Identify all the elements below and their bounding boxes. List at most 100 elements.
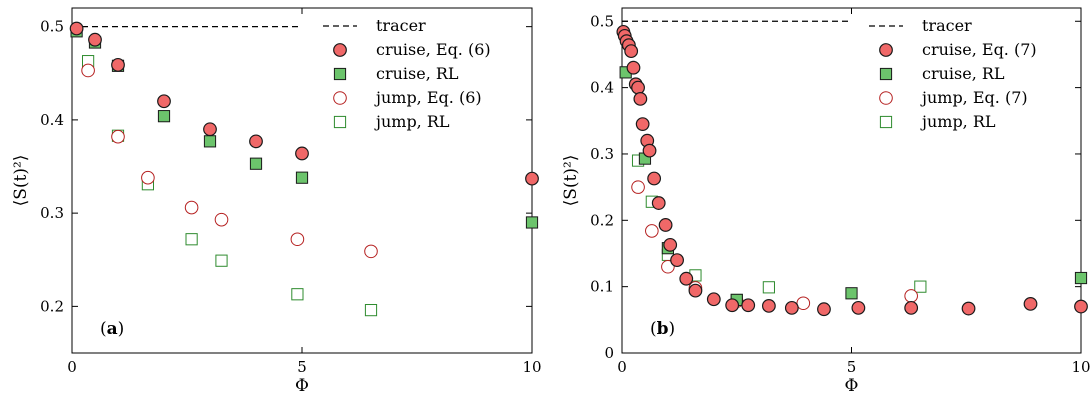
data-point-cruise-rl	[249, 157, 263, 170]
series-jump-rl	[82, 55, 378, 317]
data-point-jump-rl	[215, 254, 228, 267]
legend-swatch-jump-rl	[333, 115, 347, 129]
data-point-jump-eq-7	[631, 180, 645, 194]
data-point-cruise-rl	[525, 216, 539, 229]
y-tick-label: 0.3	[590, 145, 614, 163]
data-point-jump-rl	[185, 233, 198, 246]
x-tick-label: 5	[847, 358, 857, 376]
data-point-jump-eq-7	[645, 224, 659, 238]
series-jump-eq-6	[81, 63, 378, 259]
data-point-cruise-eq-7	[817, 302, 831, 317]
data-point-cruise-eq-7	[642, 143, 657, 158]
y-tick-label: 0.2	[40, 297, 64, 315]
y-tick-label: 0	[604, 344, 614, 362]
legend: tracer cruise, Eq. (6) cruise, RL jump, Eq.…	[323, 16, 491, 131]
data-point-jump-eq-6	[184, 200, 199, 215]
panel-label: (b)	[650, 319, 675, 339]
legend-swatch-jump-eq-6	[333, 91, 347, 105]
data-point-cruise-rl	[295, 171, 309, 184]
data-point-cruise-eq-7	[663, 237, 678, 252]
chart-panel-b: 0 5 10 0 0.1 0.2 0.3 0.4 0.5 Φ ⟨S(t)²⟩ tracer cruise…	[561, 7, 1091, 396]
data-point-cruise-eq-6	[157, 94, 171, 109]
data-point-cruise-eq-6	[69, 21, 84, 36]
data-point-cruise-eq-7	[658, 218, 673, 232]
data-point-jump-eq-6	[111, 129, 125, 144]
data-point-jump-rl	[291, 288, 304, 301]
y-axis-label: ⟨S(t)²⟩	[561, 155, 581, 207]
data-point-jump-eq-6	[141, 170, 155, 185]
x-axis-label: Φ	[295, 376, 309, 396]
data-point-jump-rl	[914, 280, 927, 293]
data-point-cruise-eq-7	[1074, 299, 1088, 314]
data-point-cruise-eq-7	[626, 60, 641, 75]
data-point-jump-eq-6	[364, 244, 378, 259]
data-point-jump-eq-6	[290, 232, 305, 247]
x-tick-label: 5	[297, 358, 307, 376]
legend: tracer cruise, Eq. (7) cruise, RL jump, Eq.…	[869, 16, 1037, 131]
x-tick-label: 10	[1071, 358, 1090, 376]
data-point-cruise-eq-7	[784, 300, 799, 315]
legend-label-tracer: tracer	[376, 16, 426, 35]
data-point-jump-eq-6	[81, 63, 95, 78]
y-tick-label: 0.5	[590, 12, 614, 30]
data-point-cruise-eq-7	[647, 171, 662, 186]
data-point-cruise-rl	[845, 287, 858, 300]
data-point-cruise-eq-7	[688, 283, 703, 298]
data-point-cruise-eq-7	[1023, 297, 1038, 311]
y-tick-label: 0.5	[40, 18, 64, 36]
data-point-jump-eq-7	[661, 259, 675, 274]
data-point-cruise-eq-7	[670, 253, 684, 268]
data-point-cruise-eq-7	[679, 271, 694, 286]
legend-swatch-jump-eq-7	[879, 91, 893, 105]
legend-label-cruise-rl: cruise, RL	[922, 64, 1005, 83]
data-point-cruise-eq-7	[851, 300, 866, 315]
data-point-jump-eq-7	[796, 296, 811, 311]
data-point-jump-rl	[762, 281, 775, 294]
data-point-cruise-eq-7	[961, 301, 976, 316]
legend-label-cruise-rl: cruise, RL	[376, 64, 459, 83]
data-point-cruise-eq-7	[904, 300, 919, 315]
legend-swatch-cruise-eq-7	[879, 43, 893, 57]
data-point-cruise-eq-7	[635, 117, 650, 132]
data-point-cruise-eq-7	[631, 80, 645, 95]
data-point-cruise-eq-7	[651, 196, 666, 210]
data-point-cruise-eq-7	[706, 292, 721, 307]
plot-frame	[621, 7, 1082, 354]
y-tick-label: 0.1	[590, 278, 614, 296]
x-axis-label: Φ	[845, 376, 859, 396]
series-cruise-eq-7	[616, 24, 1088, 317]
y-tick-label: 0.3	[40, 204, 64, 222]
legend-swatch-jump-rl	[879, 115, 893, 129]
data-point-cruise-eq-7	[741, 298, 756, 313]
legend-swatch-cruise-eq-6	[333, 43, 347, 57]
series-cruise-eq-6	[69, 21, 539, 186]
chart-panel-a: 0 5 10 0.2 0.3 0.4 0.5 Φ ⟨S(t)²⟩ tracer cruise, Eq…	[11, 7, 542, 396]
panel-label: (a)	[100, 319, 124, 339]
data-point-cruise-rl	[1074, 271, 1088, 285]
data-point-cruise-eq-6	[111, 57, 125, 72]
y-tick-label: 0.4	[40, 111, 64, 129]
legend-swatch-cruise-rl	[879, 67, 893, 81]
x-tick-label: 10	[522, 358, 541, 376]
y-tick-label: 0.2	[590, 211, 614, 229]
legend-label-cruise-eq-7: cruise, Eq. (7)	[922, 40, 1037, 59]
series-jump-rl	[631, 154, 927, 307]
legend-label-tracer: tracer	[922, 16, 972, 35]
data-point-cruise-eq-6	[295, 146, 309, 161]
data-point-cruise-eq-6	[249, 134, 263, 149]
legend-label-jump-rl: jump, RL	[920, 112, 996, 131]
data-point-cruise-eq-6	[88, 32, 102, 47]
data-point-jump-rl	[364, 304, 378, 317]
data-point-cruise-eq-7	[624, 44, 639, 59]
legend-label-jump-eq-6: jump, Eq. (6)	[374, 88, 482, 107]
y-tick-label: 0.4	[590, 79, 614, 97]
data-point-jump-eq-7	[904, 289, 918, 303]
data-point-jump-eq-6	[214, 212, 229, 227]
x-tick-label: 0	[67, 358, 77, 376]
y-axis-label: ⟨S(t)²⟩	[11, 155, 31, 207]
data-point-cruise-rl	[157, 110, 171, 123]
legend-label-jump-rl: jump, RL	[374, 112, 450, 131]
x-tick-label: 0	[617, 358, 627, 376]
data-point-cruise-eq-7	[725, 298, 740, 313]
